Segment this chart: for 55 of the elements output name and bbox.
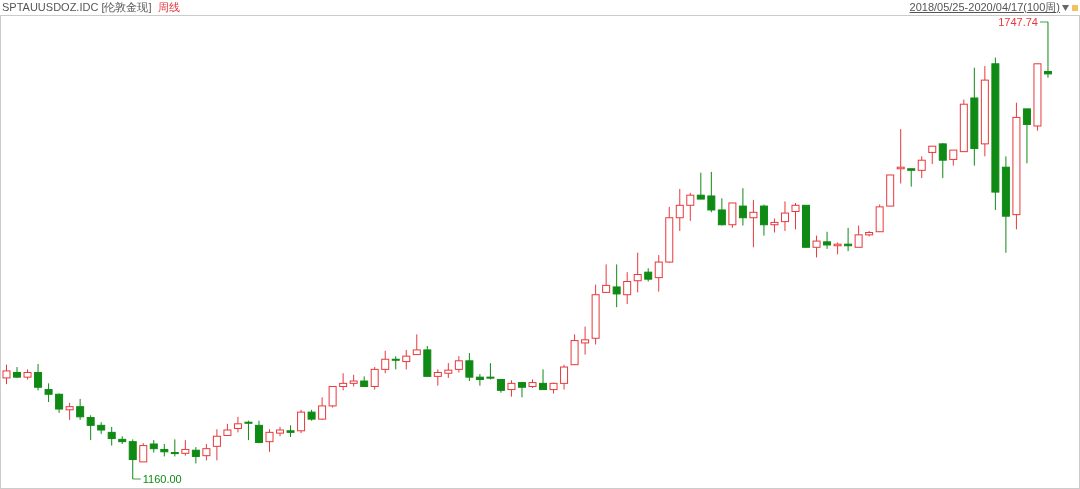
candlestick <box>128 438 137 480</box>
candlestick <box>107 426 116 447</box>
candlestick <box>76 398 85 421</box>
candlestick <box>139 442 148 463</box>
candlestick <box>759 204 768 237</box>
candlestick <box>539 368 548 391</box>
candlestick <box>402 349 411 370</box>
candlestick <box>465 352 474 382</box>
candlestick <box>212 428 221 461</box>
candlestick <box>1043 21 1052 79</box>
candlestick <box>86 414 95 441</box>
candlestick <box>675 188 684 232</box>
candlestick <box>244 420 253 441</box>
candlestick <box>412 333 421 356</box>
annotation: 1160.00 <box>142 473 182 485</box>
candlestick <box>233 416 242 433</box>
candlestick <box>517 382 526 398</box>
candlestick <box>13 366 22 379</box>
candlestick <box>1022 108 1031 164</box>
candlestick <box>696 172 705 200</box>
candlestick <box>823 231 832 250</box>
text: 2018/05/25-2020/04/17(100周) <box>909 0 1060 15</box>
candlestick <box>728 202 737 229</box>
candlestick <box>738 187 747 227</box>
chart-title: SPTAUUSDOZ.IDC [伦敦金现] <box>2 1 152 13</box>
candlestick <box>602 263 611 293</box>
candlestick <box>749 199 758 248</box>
candlestick <box>938 142 947 179</box>
candlestick <box>297 409 306 434</box>
candlestick <box>686 192 695 222</box>
candlestick <box>707 171 716 213</box>
candlestick <box>55 392 64 414</box>
candlestick <box>191 446 200 464</box>
candlestick <box>791 202 800 230</box>
candlestick <box>560 364 569 391</box>
candlestick <box>381 350 390 374</box>
candlestick <box>612 263 621 308</box>
candlestick <box>917 155 926 179</box>
candlestick <box>370 366 379 391</box>
candlestick <box>854 225 863 248</box>
candlestick <box>44 382 53 403</box>
candlestick <box>623 271 632 305</box>
candlestick <box>581 326 590 356</box>
candlestick <box>717 197 726 227</box>
candlestick <box>633 252 642 293</box>
candlestick <box>812 235 821 258</box>
candlestick <box>475 373 484 387</box>
candlestick <box>318 396 327 421</box>
candlestick <box>339 372 348 391</box>
candlestick <box>654 254 663 293</box>
candlestick <box>265 428 274 453</box>
candlestick <box>780 200 789 232</box>
chart-subtitle: 周线 <box>157 1 180 13</box>
candlestick <box>34 363 43 391</box>
annotation: 1747.74 <box>998 16 1038 28</box>
